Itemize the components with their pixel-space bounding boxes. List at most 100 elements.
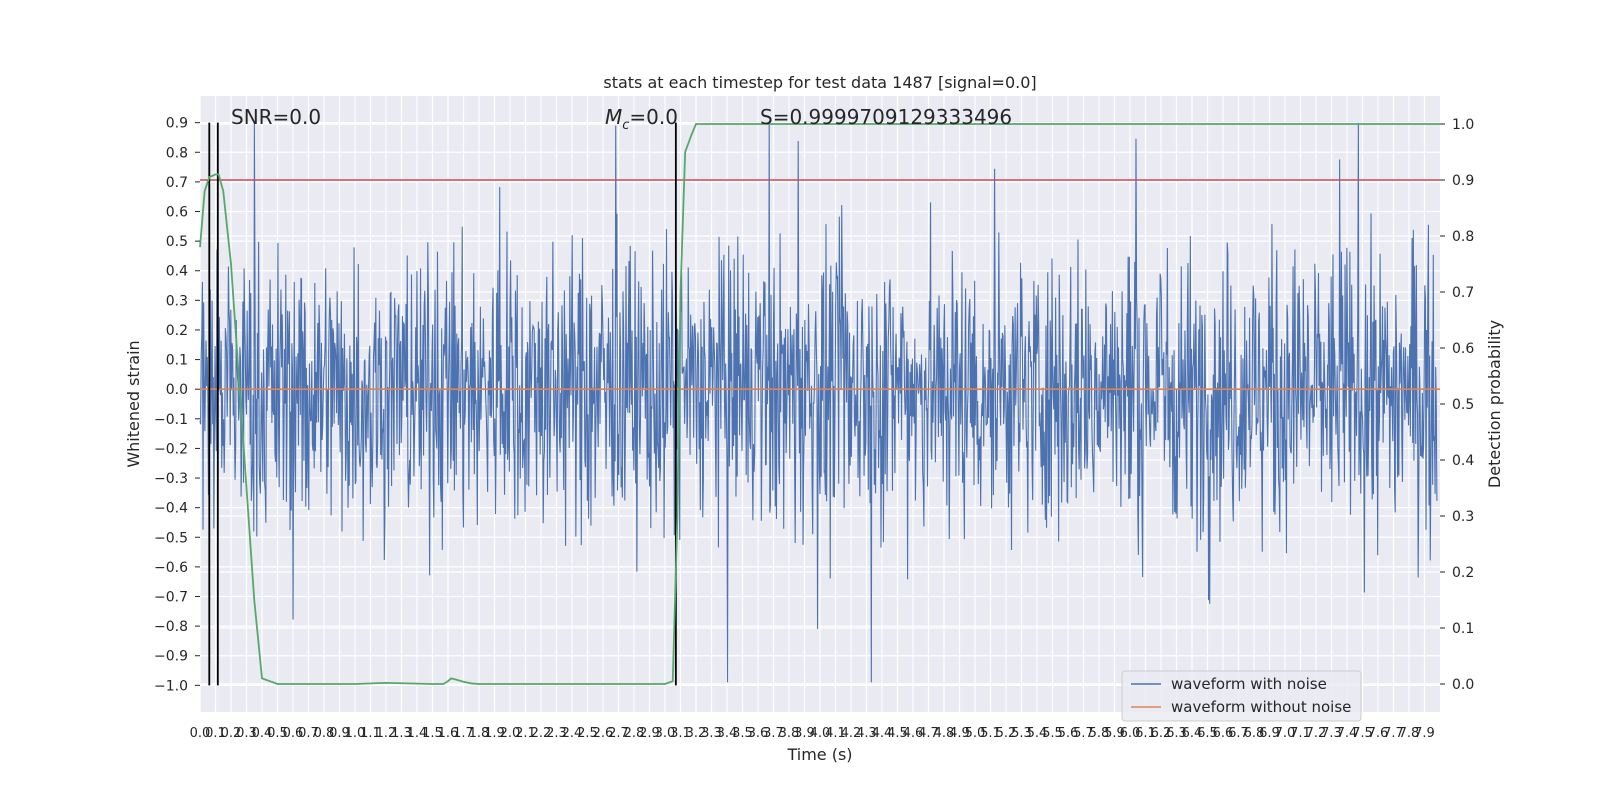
x-tick-label: 4.3 <box>856 726 877 741</box>
x-tick-label: 1.6 <box>438 726 459 741</box>
x-tick-label: 5.9 <box>1104 726 1125 741</box>
mc-value: =0.0 <box>629 105 678 129</box>
mc-annotation: Mc=0.0 <box>605 105 678 133</box>
x-tick-label: 0.3 <box>236 726 257 741</box>
x-tick-label: 2.7 <box>608 726 629 741</box>
y2-axis-label: Detection probability <box>1485 320 1504 488</box>
x-tick-label: 3.6 <box>748 726 769 741</box>
legend-box <box>1121 670 1362 722</box>
x-tick-label: 3.7 <box>763 726 784 741</box>
x-tick-label: 7.1 <box>1290 726 1311 741</box>
x-tick-label: 0.0 <box>190 726 211 741</box>
x-tick-label: 4.8 <box>934 726 955 741</box>
y-tick-label: 0.3 <box>166 293 188 309</box>
y2-tick-label: 0.7 <box>1452 285 1474 301</box>
x-tick-label: 6.0 <box>1120 726 1141 741</box>
x-tick-label: 2.6 <box>593 726 614 741</box>
y2-tick-label: 1.0 <box>1452 117 1474 133</box>
x-tick-label: 7.2 <box>1306 726 1327 741</box>
y-tick-label: −0.1 <box>154 412 188 428</box>
x-tick-label: 6.9 <box>1259 726 1280 741</box>
y-tick-label: 0.0 <box>166 382 188 398</box>
y-tick-label: 0.5 <box>166 234 188 250</box>
y-tick-label: −0.5 <box>154 530 188 546</box>
x-tick-label: 0.8 <box>314 726 335 741</box>
x-tick-label: 7.0 <box>1275 726 1296 741</box>
y-tick-label: 0.6 <box>166 205 188 221</box>
x-tick-label: 0.5 <box>267 726 288 741</box>
x-tick-label: 6.6 <box>1213 726 1234 741</box>
y2-tick-label: 0.9 <box>1452 173 1474 189</box>
y2-tick-label: 0.0 <box>1452 677 1474 693</box>
x-tick-label: 3.2 <box>686 726 707 741</box>
s-annotation: S=0.9999709129333496 <box>760 105 1012 129</box>
y2-tick-label: 0.2 <box>1452 565 1474 581</box>
legend-label-noise: waveform with noise <box>1171 675 1327 693</box>
y-tick-label: −1.0 <box>154 678 188 694</box>
x-tick-label: 3.5 <box>732 726 753 741</box>
y-tick-label: 0.7 <box>166 175 188 191</box>
y-axis-label: Whitened strain <box>124 340 143 467</box>
x-tick-label: 4.2 <box>841 726 862 741</box>
y-tick-label: −0.2 <box>154 441 188 457</box>
mc-symbol: M <box>605 105 622 129</box>
legend: waveform with noise waveform without noi… <box>1121 670 1362 722</box>
x-tick-label: 1.2 <box>376 726 397 741</box>
x-tick-label: 2.3 <box>546 726 567 741</box>
x-tick-label: 6.4 <box>1182 726 1203 741</box>
x-tick-label: 7.8 <box>1399 726 1420 741</box>
y2-tick-label: 0.1 <box>1452 621 1474 637</box>
y-tick-label: 0.1 <box>166 353 188 369</box>
x-tick-label: 5.5 <box>1042 726 1063 741</box>
waveform-with-noise-line <box>199 122 1438 683</box>
x-tick-label: 1.4 <box>407 726 428 741</box>
x-tick-label: 5.1 <box>980 726 1001 741</box>
x-tick-label: 7.4 <box>1337 726 1358 741</box>
x-tick-label: 3.1 <box>670 726 691 741</box>
x-tick-label: 0.4 <box>252 726 273 741</box>
y-tick-label: 0.9 <box>166 116 188 132</box>
x-tick-label: 3.8 <box>779 726 800 741</box>
y-tick-label: −0.4 <box>154 501 188 517</box>
y-tick-label: 0.4 <box>166 264 188 280</box>
x-tick-label: 7.5 <box>1352 726 1373 741</box>
detection-probability-line <box>199 123 1440 685</box>
x-tick-label: 6.7 <box>1228 726 1249 741</box>
x-tick-label: 2.8 <box>624 726 645 741</box>
x-tick-label: 0.2 <box>221 726 242 741</box>
x-tick-label: 5.4 <box>1027 726 1048 741</box>
x-tick-label: 3.3 <box>701 726 722 741</box>
y2-tick-label: 0.4 <box>1452 453 1474 469</box>
x-tick-label: 4.1 <box>825 726 846 741</box>
x-tick-label: 2.9 <box>639 726 660 741</box>
x-tick-label: 5.3 <box>1011 726 1032 741</box>
x-tick-label: 1.5 <box>422 726 443 741</box>
x-tick-label: 0.1 <box>205 726 226 741</box>
x-tick-label: 3.4 <box>717 726 738 741</box>
y-tick-label: −0.9 <box>154 649 188 665</box>
axes: −1.0 −0.9 −0.8 −0.7 −0.6 −0.5 −0.4 −0.3 −0.2 −0.1… <box>154 116 1474 741</box>
x-tick-label: 5.8 <box>1089 726 1110 741</box>
x-tick-label: 4.9 <box>949 726 970 741</box>
x-tick-label: 7.6 <box>1368 726 1389 741</box>
x-tick-label: 5.2 <box>996 726 1017 741</box>
x-tick-label: 7.9 <box>1414 726 1435 741</box>
x-tick-label: 4.4 <box>872 726 893 741</box>
y-tick-label: 0.8 <box>166 145 188 161</box>
x-tick-label: 6.3 <box>1166 726 1187 741</box>
chart-title: stats at each timestep for test data 148… <box>603 73 1036 92</box>
y-tick-label: −0.6 <box>154 560 188 576</box>
x-tick-label: 7.3 <box>1321 726 1342 741</box>
x-tick-label: 0.7 <box>298 726 319 741</box>
y-tick-label: −0.7 <box>154 590 188 606</box>
x-tick-label: 1.3 <box>391 726 412 741</box>
snr-annotation: SNR=0.0 <box>231 105 321 129</box>
x-tick-label: 6.5 <box>1197 726 1218 741</box>
x-tick-label: 6.8 <box>1244 726 1265 741</box>
mc-subscript: c <box>622 118 629 133</box>
y-tick-label: −0.3 <box>154 471 188 487</box>
x-tick-label: 3.9 <box>794 726 815 741</box>
x-tick-label: 7.7 <box>1383 726 1404 741</box>
y-tick-label: 0.2 <box>166 323 188 339</box>
x-tick-label: 2.0 <box>500 726 521 741</box>
